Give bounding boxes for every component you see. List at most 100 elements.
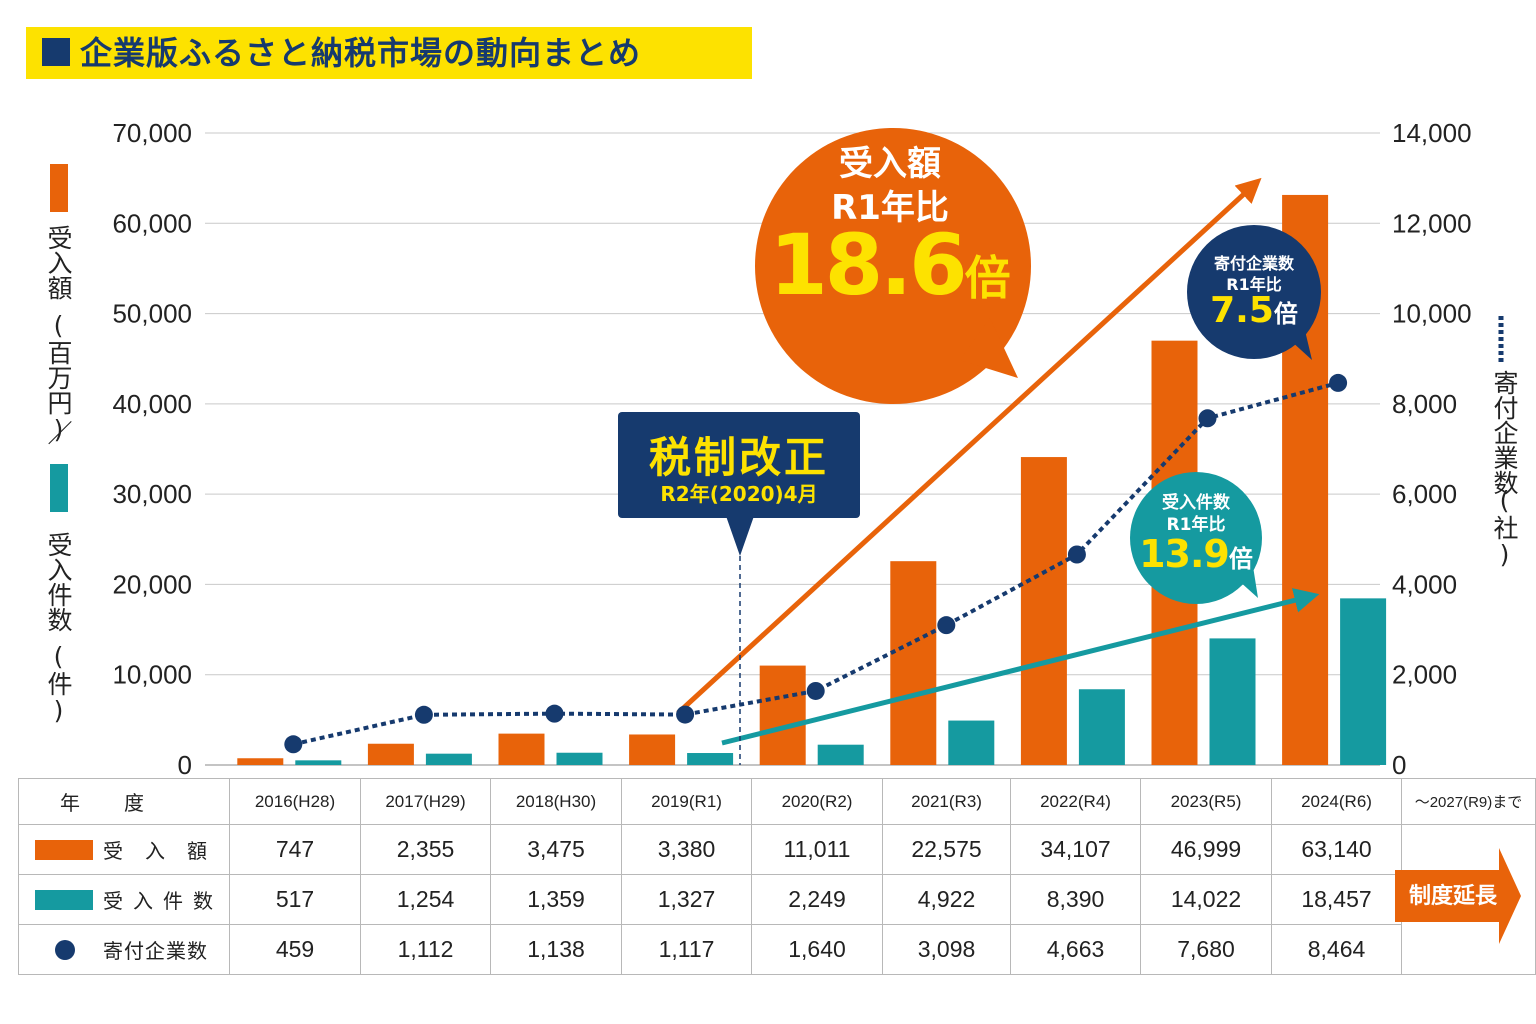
bar-amount bbox=[1020, 457, 1067, 765]
point-companies bbox=[806, 681, 825, 700]
table-cell: 1,254 bbox=[360, 874, 491, 925]
table-cell: 3,380 bbox=[621, 824, 752, 875]
companies-bubble-unit: 倍 bbox=[1273, 300, 1298, 328]
table-cell: 517 bbox=[229, 874, 361, 925]
amount-bubble bbox=[755, 128, 1031, 404]
bar-count bbox=[425, 753, 472, 765]
y-right-tick-label: 0 bbox=[1392, 750, 1406, 780]
table-cell: 2,249 bbox=[751, 874, 883, 925]
table-cell: 8,390 bbox=[1010, 874, 1141, 925]
table-year-cell: 2018(H30) bbox=[490, 778, 622, 825]
amount-bubble-value: 18.6倍 bbox=[760, 216, 1020, 314]
bar-count bbox=[948, 720, 995, 765]
table-cell: 1,117 bbox=[621, 924, 752, 975]
bar-count bbox=[1340, 598, 1387, 765]
table-year-cell: 2022(R4) bbox=[1010, 778, 1141, 825]
table-cell: 7,680 bbox=[1140, 924, 1272, 975]
bar-amount bbox=[367, 743, 414, 765]
amount-bubble-line1: 受入額 bbox=[839, 144, 941, 184]
table-cell: 1,112 bbox=[360, 924, 491, 975]
y-right-tick-label: 12,000 bbox=[1392, 208, 1472, 238]
table-row-label: 受入額 bbox=[18, 824, 230, 875]
table-cell: 459 bbox=[229, 924, 361, 975]
table-row-label: 受入件数 bbox=[18, 874, 230, 925]
extension-arrow-icon bbox=[1395, 848, 1521, 944]
title-square-icon bbox=[42, 38, 70, 66]
table-cell: 747 bbox=[229, 824, 361, 875]
table-cell: 22,575 bbox=[882, 824, 1011, 875]
navy-dot-icon bbox=[55, 939, 75, 960]
table-cell: 1,640 bbox=[751, 924, 883, 975]
bar-amount bbox=[629, 734, 676, 765]
y-left-tick-label: 20,000 bbox=[112, 569, 192, 599]
bar-count bbox=[1078, 689, 1125, 765]
left-axis-separator: ／ bbox=[44, 420, 73, 445]
table-cell: 34,107 bbox=[1010, 824, 1141, 875]
point-companies bbox=[284, 735, 303, 754]
table-row-amount: 受入額 747 2,355 3,475 3,380 11,011 22,575 … bbox=[18, 824, 1536, 975]
point-companies bbox=[545, 704, 564, 723]
amount-bubble-line2: R1年比 bbox=[831, 188, 949, 228]
point-companies bbox=[1329, 373, 1348, 392]
point-companies bbox=[1198, 409, 1217, 428]
amount-bubble-tail bbox=[960, 318, 1018, 378]
reform-callout-box bbox=[618, 412, 860, 518]
y-right-tick-label: 2,000 bbox=[1392, 660, 1457, 690]
table-year-cell: 2021(R3) bbox=[882, 778, 1011, 825]
trend-arrow-amount bbox=[676, 177, 1262, 715]
orange-swatch-icon bbox=[35, 839, 93, 860]
count-bubble-tail bbox=[1238, 560, 1258, 598]
count-bubble-line1: 受入件数 bbox=[1162, 493, 1230, 513]
y-left-tick-label: 60,000 bbox=[112, 208, 192, 238]
count-bubble-line2: R1年比 bbox=[1166, 515, 1226, 535]
bar-count bbox=[295, 760, 342, 765]
table-cell: 1,327 bbox=[621, 874, 752, 925]
y-left-tick-label: 30,000 bbox=[112, 479, 192, 509]
bar-amount bbox=[237, 758, 284, 765]
table-cell: 1,359 bbox=[490, 874, 622, 925]
trend-arrow-count bbox=[721, 588, 1320, 746]
y-right-tick-label: 14,000 bbox=[1392, 118, 1472, 148]
line-companies bbox=[292, 380, 1339, 747]
bar-count bbox=[817, 744, 864, 765]
left-axis-label-count: 受入件数 bbox=[44, 532, 73, 632]
table-cell: 4,663 bbox=[1010, 924, 1141, 975]
companies-bubble-tail bbox=[1290, 318, 1312, 360]
table-cell: 2,355 bbox=[360, 824, 491, 875]
point-companies bbox=[676, 705, 695, 724]
reform-callout-pointer bbox=[726, 516, 754, 556]
companies-bubble-line2: R1年比 bbox=[1226, 275, 1282, 294]
companies-bubble bbox=[1187, 225, 1321, 359]
bar-amount bbox=[890, 561, 937, 765]
y-left-tick-label: 40,000 bbox=[112, 389, 192, 419]
count-bubble-unit: 倍 bbox=[1228, 545, 1253, 573]
point-companies bbox=[937, 616, 956, 635]
extension-label: 制度延長 bbox=[1408, 884, 1497, 909]
companies-bubble-line1: 寄付企業数 bbox=[1213, 254, 1294, 273]
table-year-cell: 2019(R1) bbox=[621, 778, 752, 825]
left-axis-unit-count: (件) bbox=[44, 642, 73, 725]
amount-bubble-unit: 倍 bbox=[964, 251, 1011, 305]
table-cell: 18,457 bbox=[1271, 874, 1402, 925]
amount-bubble-number: 18.6 bbox=[769, 216, 967, 314]
y-left-tick-label: 0 bbox=[178, 750, 192, 780]
count-bubble bbox=[1130, 472, 1262, 604]
companies-bubble-value: 7.5倍 bbox=[1190, 290, 1318, 331]
table-year-label: 年度 bbox=[18, 778, 230, 825]
y-right-tick-label: 4,000 bbox=[1392, 569, 1457, 599]
table-row-label: 寄付企業数 bbox=[18, 924, 230, 975]
y-left-tick-label: 10,000 bbox=[112, 660, 192, 690]
legend-swatch-amount bbox=[50, 164, 68, 212]
companies-bubble-number: 7.5 bbox=[1210, 290, 1274, 331]
table-row-count: 受入件数 517 1,254 1,359 1,327 2,249 4,922 8… bbox=[18, 874, 1536, 925]
y-right-tick-label: 6,000 bbox=[1392, 479, 1457, 509]
table-header-row: 年度 2016(H28) 2017(H29) 2018(H30) 2019(R1… bbox=[18, 778, 1536, 825]
legend-dotted-line-icon bbox=[1498, 316, 1504, 364]
count-bubble-number: 13.9 bbox=[1139, 532, 1230, 576]
table-year-cell: 2024(R6) bbox=[1271, 778, 1402, 825]
bar-amount bbox=[759, 665, 806, 765]
table-year-cell: 2016(H28) bbox=[229, 778, 361, 825]
left-axis-label-amount: 受入額 bbox=[44, 225, 73, 300]
table-cell: 3,475 bbox=[490, 824, 622, 875]
